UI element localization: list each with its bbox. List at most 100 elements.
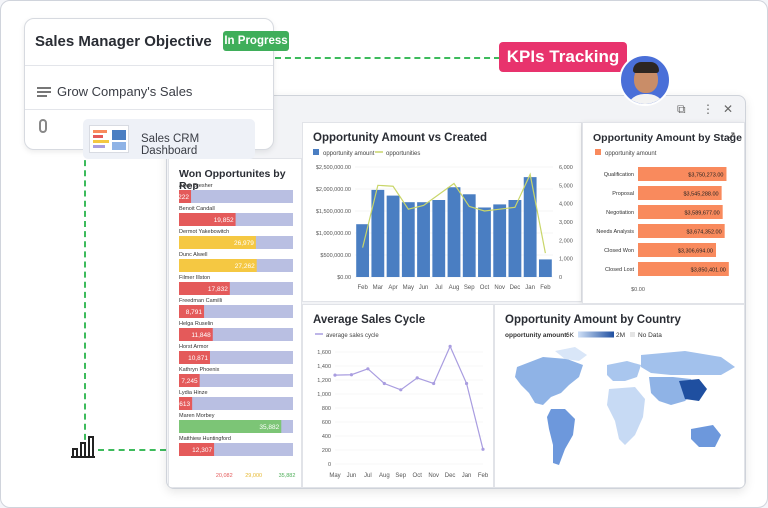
x-tick: Jun xyxy=(419,285,429,291)
stage-label: Qualification xyxy=(604,172,634,178)
amount-bar xyxy=(493,204,507,277)
rep-name: Matthiew Huntingford xyxy=(179,436,231,442)
attachment-label: Sales CRM Dashboard xyxy=(141,133,200,157)
panel-amount-by-country: Opportunity Amount by Country opportunit… xyxy=(494,304,745,488)
map-legend-nodata: No Data xyxy=(638,332,662,339)
threshold-label: 29,000 xyxy=(245,473,262,479)
rep-bar-bg xyxy=(179,374,293,387)
amount-bar xyxy=(523,177,537,277)
rep-bar-label: 7,245 xyxy=(181,378,198,385)
rep-name: Dunc Alwell xyxy=(179,252,207,258)
y-tick-right: 1,000 xyxy=(559,257,573,263)
y-tick-left: $1,500,000.00 xyxy=(316,209,351,215)
stage-label: Negotiation xyxy=(606,210,634,216)
rep-bar-bg xyxy=(179,397,293,410)
legend-swatch xyxy=(595,149,601,155)
sales-cycle-point xyxy=(464,381,469,386)
objective-title: Sales Manager Objective xyxy=(35,33,212,50)
rep-name: Maren Morbey xyxy=(179,413,215,419)
status-badge[interactable]: In Progress xyxy=(223,31,289,51)
x-tick: Apr xyxy=(388,285,397,291)
rep-name: Filmer Illston xyxy=(179,275,210,281)
rep-bar-chart: Arlen Bresher 4,222 Benoit Candall 19,852 De… xyxy=(173,183,296,479)
rep-name: Helga Ruselin xyxy=(179,321,213,327)
threshold-label: 20,082 xyxy=(216,473,233,479)
threshold-label: 35,882 xyxy=(279,473,296,479)
amount-bar xyxy=(478,207,491,277)
y-tick-right: 0 xyxy=(559,275,562,281)
rep-name: Horst Armor xyxy=(179,344,209,350)
legend-label: opportunities xyxy=(386,151,420,157)
rep-bar xyxy=(179,305,205,318)
rep-name: Kathryn Phoenix xyxy=(179,367,220,373)
rep-bar-label: 19,852 xyxy=(214,217,234,224)
y-tick: 1,000 xyxy=(317,392,331,398)
sales-cycle-point xyxy=(366,367,370,371)
x-tick: Mar xyxy=(373,285,383,291)
opportunities-line xyxy=(362,172,546,254)
rep-bar xyxy=(179,213,236,226)
rep-bar-label: 17,832 xyxy=(208,286,228,293)
amount-bar xyxy=(508,200,522,277)
x-tick: Dec xyxy=(510,285,521,291)
region-china[interactable] xyxy=(679,379,707,401)
x-tick: Jun xyxy=(347,473,357,479)
region-greenland[interactable] xyxy=(555,347,587,361)
stage-label: Needs Analysis xyxy=(596,229,634,235)
region-south-america[interactable] xyxy=(547,409,575,465)
region-australia[interactable] xyxy=(691,425,721,447)
kpi-tag: KPIs Tracking xyxy=(499,42,627,72)
rep-bar-bg xyxy=(179,190,293,203)
x-tick: Aug xyxy=(379,473,390,479)
panel-opportunity-vs-created: Opportunity Amount vs Created opportunit… xyxy=(302,122,582,302)
combo-chart: opportunity amount opportunities $2,500,00… xyxy=(313,149,573,291)
map-legend-max: 2M xyxy=(616,332,625,339)
rep-name: Dermot Yakebowitch xyxy=(179,229,229,235)
y-tick-left: $2,000,000.00 xyxy=(316,187,351,193)
sales-cycle-line-chart: average sales cycle 1,600 1,400 1,200 1,000 8… xyxy=(315,333,489,479)
x-tick: Dec xyxy=(445,473,456,479)
region-north-america[interactable] xyxy=(515,357,583,405)
divider xyxy=(25,65,273,66)
expand-icon[interactable]: ↗ xyxy=(726,130,736,142)
rep-bar xyxy=(179,374,200,387)
rep-bar xyxy=(179,190,192,203)
panel-title: Opportunity Amount by Country xyxy=(505,314,681,326)
y-tick-left: $2,500,000.00 xyxy=(316,165,351,171)
attachment-link[interactable]: Sales CRM Dashboard xyxy=(83,119,255,159)
paperclip-icon xyxy=(39,119,47,133)
bar-chart-icon xyxy=(71,436,95,458)
x-tick: Jan xyxy=(462,473,472,479)
sales-cycle-point xyxy=(415,376,419,380)
sales-cycle-point xyxy=(349,373,354,377)
region-russia[interactable] xyxy=(641,351,735,375)
y-tick: 600 xyxy=(322,420,331,426)
objective-goal: Grow Company's Sales xyxy=(57,84,193,99)
avatar xyxy=(619,54,671,106)
y-tick-left: $500,000.00 xyxy=(320,253,351,259)
y-tick-left: $1,000,000.00 xyxy=(316,231,351,237)
x-tick: Nov xyxy=(494,285,505,291)
panel-title: Opportunity Amount by Stage xyxy=(593,132,742,144)
copy-icon[interactable]: ⧉ xyxy=(677,102,686,116)
objective-card[interactable]: Sales Manager Objective In Progress Grow… xyxy=(24,18,289,159)
stage-bar-label: $3,750,273.00 xyxy=(688,173,723,179)
more-icon[interactable]: ⋮ xyxy=(702,102,714,116)
rep-bar xyxy=(179,420,282,433)
x-tick: May xyxy=(403,285,414,291)
panel-title: Opportunity Amount vs Created xyxy=(313,132,487,144)
rep-bar-label: 35,882 xyxy=(259,424,279,431)
region-europe[interactable] xyxy=(607,361,641,381)
rep-bar-label: 4,613 xyxy=(174,401,191,408)
stage-bar-chart: opportunity amount Qualification $3,750,27… xyxy=(595,149,729,293)
stage-label: Closed Lost xyxy=(605,267,635,273)
close-icon[interactable]: ✕ xyxy=(723,102,734,116)
stage-bar xyxy=(638,186,722,200)
connector-left xyxy=(84,150,86,450)
stage-bar xyxy=(638,205,723,219)
stage-bar-label: $3,850,401.00 xyxy=(691,268,726,274)
region-africa[interactable] xyxy=(607,387,645,445)
sales-cycle-point xyxy=(333,373,337,377)
amount-bar xyxy=(401,202,415,277)
